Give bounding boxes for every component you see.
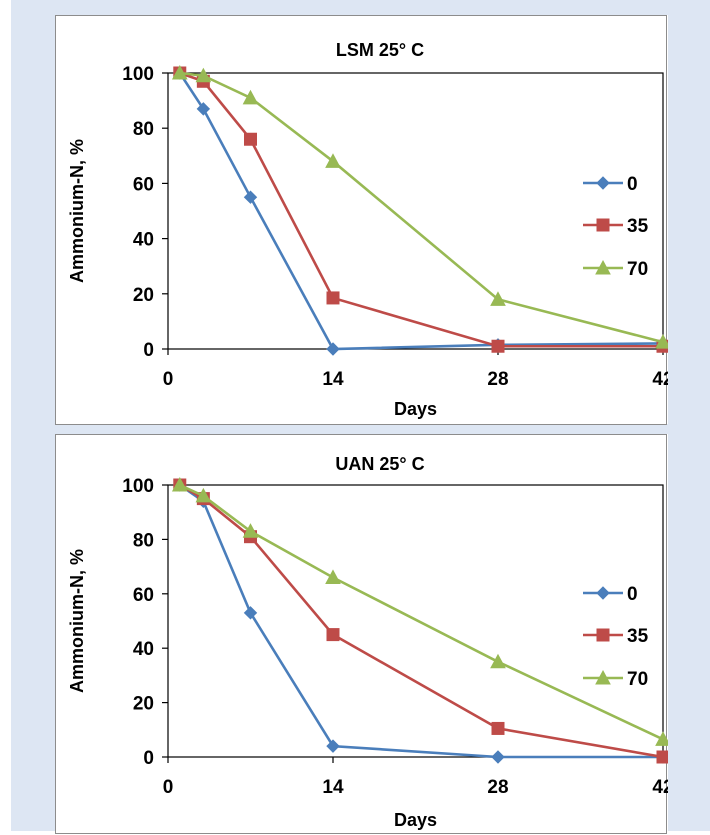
lsm-series-70-point: [325, 153, 341, 168]
legend-marker-70: [595, 669, 611, 685]
y-tick-label: 100: [122, 64, 154, 85]
legend-marker-35: [596, 628, 610, 642]
legend-label-0: 0: [627, 174, 638, 195]
x-tick-label: 42: [652, 369, 668, 390]
y-tick-label: 60: [133, 585, 154, 606]
y-tick-label: 0: [143, 340, 154, 361]
y-tick-label: 0: [143, 748, 154, 769]
background-band-top: [11, 0, 710, 15]
legend-label-0: 0: [627, 584, 638, 605]
x-tick-label: 42: [652, 777, 668, 798]
uan-series-0-point: [243, 606, 258, 620]
lsm-series-35-point: [244, 132, 257, 146]
lsm-series-35-point: [326, 291, 340, 305]
lsm-series-0-point: [196, 102, 211, 116]
uan-series-0-point: [326, 739, 340, 753]
lsm-series-70-point: [195, 67, 212, 83]
legend-marker-0: [596, 586, 610, 600]
uan-series-70-line: [179, 483, 664, 741]
uan-series-70-point: [655, 731, 668, 746]
uan-series-70-point: [195, 487, 212, 503]
x-tick-label: 0: [163, 777, 174, 798]
uan-series-0-line: [179, 483, 663, 759]
lsm-series-35-line: [179, 71, 663, 348]
uan-series-70-point: [242, 523, 259, 538]
lsm-series-0-point: [243, 190, 258, 204]
plot-area: [167, 72, 664, 350]
lsm-series-0-line: [178, 72, 664, 351]
y-tick-label: 80: [133, 119, 154, 140]
background-band-middle: [11, 424, 710, 434]
y-tick-label: 40: [133, 639, 154, 660]
background-band-left: [11, 0, 55, 831]
y-tick-label: 100: [122, 476, 154, 497]
y-axis-label: Ammonium-N, %: [67, 139, 87, 283]
y-tick-label: 20: [133, 694, 154, 715]
chart-title: UAN 25° C: [335, 454, 424, 474]
uan-series-70-point: [490, 653, 506, 669]
uan-series-35-line: [179, 483, 664, 759]
chart-lsm-svg: LSM 25° C 0 20 40 60 80 100 0 14 28 42 Days Ammonium…: [67, 40, 668, 419]
y-tick-label: 60: [133, 174, 154, 195]
lsm-series-35-point: [491, 339, 505, 353]
legend-marker-35: [596, 218, 610, 232]
x-tick-label: 28: [487, 777, 508, 798]
lsm-series-70-line: [179, 71, 664, 344]
lsm-series-70-point: [242, 89, 259, 105]
legend-marker-70: [595, 259, 611, 275]
legend-label-35: 35: [627, 626, 649, 647]
chart-title: LSM 25° C: [336, 40, 424, 60]
chart-panel-lsm: LSM 25° C 0 20 40 60 80 100 0 14 28 42 Days Ammonium…: [55, 15, 668, 425]
uan-series-0-point: [491, 750, 505, 764]
x-tick-label: 28: [487, 369, 508, 390]
lsm-series-70-point: [171, 64, 188, 80]
legend-label-35: 35: [627, 216, 649, 237]
chart-uan-svg: UAN 25° C 0 20 40 60 80 100 0 14 28 42 Days Ammonium…: [67, 454, 668, 830]
x-tick-label: 14: [322, 369, 344, 390]
background-band-right: [668, 0, 710, 831]
x-tick-label: 14: [322, 777, 344, 798]
y-tick-label: 20: [133, 285, 154, 306]
lsm-series-70-point: [490, 291, 506, 306]
lsm-series-0-point: [326, 342, 340, 356]
y-tick-label: 80: [133, 530, 154, 551]
uan-series-35-point: [656, 750, 668, 764]
x-tick-label: 0: [163, 369, 174, 390]
chart-panel-uan: UAN 25° C 0 20 40 60 80 100 0 14 28 42 Days Ammonium…: [55, 434, 668, 834]
y-axis-label: Ammonium-N, %: [67, 549, 87, 693]
legend-label-70: 70: [627, 259, 648, 280]
legend-marker-0: [596, 176, 610, 190]
uan-series-35-point: [491, 721, 505, 735]
uan-series-70-point: [325, 569, 341, 584]
uan-series-70-point: [171, 476, 188, 492]
y-tick-label: 40: [133, 230, 154, 251]
lsm-series-70-point: [655, 334, 668, 349]
x-axis-label: Days: [394, 810, 437, 830]
plot-area: [167, 484, 664, 758]
legend-label-70: 70: [627, 669, 648, 690]
uan-series-35-point: [326, 628, 340, 642]
x-axis-label: Days: [394, 399, 437, 419]
